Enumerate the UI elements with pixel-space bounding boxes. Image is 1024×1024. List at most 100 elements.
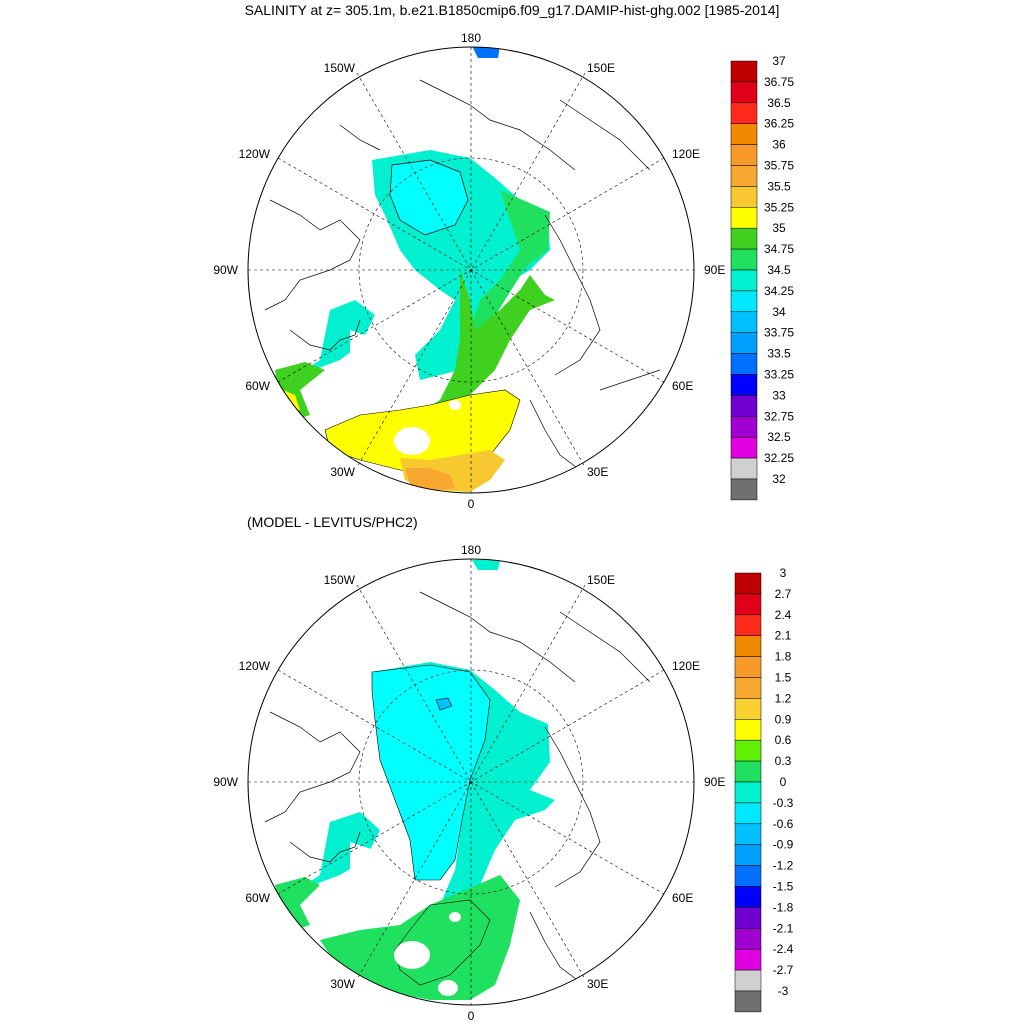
colorbar-tick-label: -0.9 [773,838,794,852]
lon-label-180-b: 180 [461,543,481,557]
colorbar-swatch [730,311,758,333]
colorbar-swatch [734,823,762,845]
colorbar-tick-label: 2.7 [775,587,792,601]
plot-title: SALINITY at z= 305.1m, b.e21.B1850cmip6.… [244,2,780,18]
colorbar-swatch [730,227,758,250]
colorbar-swatch [730,269,758,292]
lon-label-60e-b: 60E [672,891,693,905]
lon-label-60w-b: 60W [245,891,270,905]
colorbar-swatch [730,81,758,104]
difference-subtitle: (MODEL - LEVITUS/PHC2) [247,514,418,530]
bering-diff [472,560,500,570]
lon-label-120w-b: 120W [239,659,271,673]
colorbar-swatch [734,802,762,825]
labrador-field [275,300,375,415]
colorbar-tick-label: 33.75 [764,326,794,340]
lon-label-30e: 30E [587,465,608,479]
colorbar-tick-label: -1.2 [773,859,794,873]
colorbar-tick-label: -2.4 [773,942,794,956]
colorbar-swatch [734,593,762,616]
colorbar-tick-label: 2.4 [775,608,792,622]
colorbar-swatch [730,332,758,354]
salinity-field-34-25 [389,159,469,236]
lon-label-90w-b: 90W [213,775,238,789]
bering-patch [472,47,500,58]
colorbar-swatch [730,186,758,208]
bottom-polar-map: 180 0 90W 90E 150W 120W 60W 30W 150E 120… [213,543,725,1023]
colorbar-swatch [730,207,758,229]
colorbar-tick-label: 37 [772,54,786,68]
colorbar-tick-label: 32.25 [764,451,794,465]
top-polar-map: 180 0 90W 90E 150W 120W 60W 30W 150E 120… [213,31,725,511]
colorbar-tick-label: -0.6 [773,817,794,831]
colorbar-tick-label: 32.75 [764,409,794,423]
colorbar-tick-label: 34.75 [764,242,794,256]
colorbar-swatch [734,990,762,1013]
colorbar-swatch [734,928,762,950]
colorbar-swatch [730,123,758,145]
colorbar-swatch [730,416,758,438]
colorbar-tick-label: 0.3 [775,754,792,768]
colorbar-tick-label: 1.8 [775,650,792,664]
colorbar-tick-label: 32 [772,472,786,486]
colorbar-tick-label: 34 [772,305,786,319]
colorbar-swatch [730,102,758,124]
lon-label-150w-b: 150W [324,573,356,587]
colorbar-swatch [734,719,762,741]
colorbar-tick-label: 36 [772,138,786,152]
diff-field-minus-0-6 [371,664,491,881]
colorbar-tick-label: 33.5 [767,347,791,361]
salinity-field-35-75 [405,468,455,492]
colorbar-tick-label: 36.25 [764,117,794,131]
colorbar-tick-label: 0.6 [775,733,792,747]
lon-label-30w-b: 30W [330,977,355,991]
colorbar-tick-label: 33.25 [764,368,794,382]
lon-label-60e: 60E [672,379,693,393]
colorbar-swatch [734,739,762,762]
lon-label-120e: 120E [672,147,700,161]
colorbar-swatch [730,374,758,396]
colorbar-swatch [734,614,762,636]
colorbar-tick-label: 36.75 [764,75,794,89]
lon-label-0: 0 [468,497,475,511]
lon-label-180: 180 [461,31,481,45]
lon-label-60w: 60W [245,379,270,393]
colorbar-swatch [734,760,762,783]
colorbar-swatch [730,353,758,375]
lon-label-90w: 90W [213,263,238,277]
colorbar-swatch [730,144,758,166]
colorbar-tick-label: 2.1 [775,629,792,643]
colorbar-swatch [734,635,762,657]
colorbar-difference: 3 2.7 2.4 2.1 1.8 1.5 1.2 0.9 0.6 0.3 0 -0.3 -0.6 -0.… [734,566,794,1013]
colorbar-tick-label: 34.5 [767,263,791,277]
lon-label-0-b: 0 [468,1009,475,1023]
salinity-field-34-5 [400,190,550,425]
colorbar-tick-label: 3 [780,566,787,580]
colorbar-swatch [734,656,762,678]
colorbar-tick-label: 35.5 [767,179,791,193]
colorbar-swatch [734,886,762,908]
lon-label-90e-b: 90E [704,775,725,789]
colorbar-swatch [734,698,762,720]
salinity-field-34-75 [410,270,555,430]
colorbar-tick-label: -1.5 [773,880,794,894]
colorbar-swatch [730,395,758,417]
colorbar-swatch [730,478,758,501]
lon-label-150w: 150W [324,61,356,75]
colorbar-swatch [730,436,758,459]
colorbar-salinity: 37 36.75 36.5 36.25 36 35.75 35.5 35.25 35 34.75 3… [730,54,794,501]
colorbar-tick-label: 1.5 [775,671,792,685]
colorbar-tick-label: 36.5 [767,96,791,110]
colorbar-tick-label: -0.3 [773,796,794,810]
colorbar-tick-label: 35 [772,221,786,235]
colorbar-tick-label: 1.2 [775,691,792,705]
lon-label-150e-b: 150E [587,573,615,587]
colorbar-tick-label: 0 [780,775,787,789]
colorbar-tick-label: 35.75 [764,159,794,173]
colorbar-tick-label: 32.5 [767,430,791,444]
colorbar-tick-label: -2.7 [773,963,794,977]
lon-label-150e: 150E [587,61,615,75]
colorbar-swatch [734,844,762,866]
colorbar-swatch [730,60,758,83]
